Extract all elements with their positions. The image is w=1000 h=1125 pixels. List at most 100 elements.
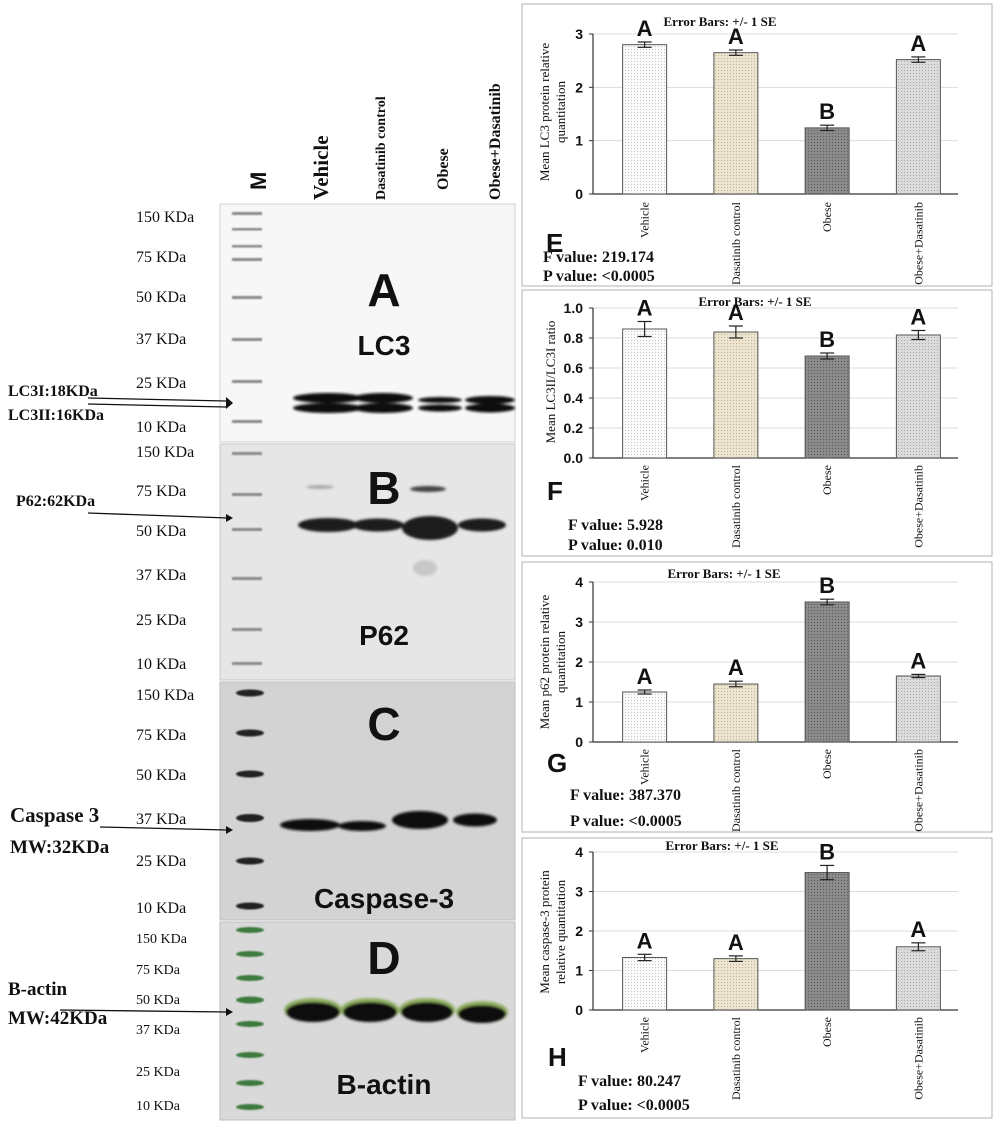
blot-protein-d: B-actin [337, 1069, 432, 1100]
chart-title: Error Bars: +/- 1 SE [698, 294, 811, 309]
x-category-label: Obese [820, 749, 834, 779]
y-axis-label-line: quantitation [553, 630, 568, 693]
ladder-d [236, 927, 264, 1110]
blot-section: M Vehicle Dasatinib control Obese Obese+… [8, 83, 516, 1121]
ladder-b-1: 75 KDa [136, 483, 186, 500]
bar-obese-dasatinib [895, 946, 941, 1011]
blot-panel-letter-d: D [367, 932, 400, 984]
y-tick-label: 1 [575, 694, 583, 710]
significance-letter: A [728, 930, 744, 955]
significance-letter: B [819, 99, 835, 124]
y-axis-label-line: Mean LC3II/LC3I ratio [543, 321, 558, 444]
significance-letter: B [819, 327, 835, 352]
ladder-labels: 150 KDa 75 KDa 50 KDa 37 KDa 25 KDa 10 K… [136, 209, 194, 1114]
chart-panel-letter: G [547, 748, 567, 778]
y-axis-label-line: Mean p62 protein relative [537, 594, 552, 729]
ladder-c-5: 10 KDa [136, 900, 186, 917]
ladder-a-5: 10 KDa [136, 419, 186, 436]
significance-letter: A [728, 24, 744, 49]
y-tick-label: 2 [575, 654, 583, 670]
ladder-c-1: 75 KDa [136, 727, 186, 744]
y-tick-label: 2 [575, 79, 583, 95]
bar-dasatinib-control [713, 683, 759, 743]
band-label-lc3i: LC3I:18KDa [8, 383, 98, 400]
lane-label-vehicle: Vehicle [309, 135, 333, 200]
arrowhead-lc3 [226, 397, 233, 409]
significance-letter: A [637, 16, 653, 41]
band-label-caspase3: Caspase 3 [10, 803, 99, 827]
y-tick-label: 0 [575, 1002, 583, 1018]
y-tick-label: 0.6 [564, 360, 584, 376]
y-tick-label: 1 [575, 963, 583, 979]
x-category-label: Dasatinib control [729, 201, 743, 285]
lane-label-dasatinib-control: Dasatinib control [374, 96, 389, 200]
ladder-d-2: 50 KDa [136, 993, 181, 1008]
x-category-label: Vehicle [638, 202, 652, 238]
blot-panel-b: B P62 [219, 443, 516, 681]
bar-obese-dasatinib [895, 334, 941, 459]
x-category-label: Obese+Dasatinib [911, 202, 925, 285]
band-label-lc3ii: LC3II:16KDa [8, 407, 104, 424]
x-category-label: Dasatinib control [729, 1016, 743, 1100]
p62-bands [298, 485, 506, 576]
ladder-a [232, 212, 262, 423]
arrowhead-p62 [226, 514, 233, 522]
chart-panel-f: 0.0 0.2 0.4 0.6 0.8 1.0 Error Bars: +/- 1 SE Me… [521, 289, 993, 557]
significance-letter: A [637, 296, 653, 321]
blot-panel-letter-c: C [367, 698, 400, 750]
bar-obese [804, 127, 850, 195]
f-value: F value: 387.370 [570, 787, 681, 804]
blot-panel-b-membrane [219, 443, 516, 681]
chart-panel-g: 0 1 2 3 4 Error Bars: +/- 1 SE Mean p62 protei… [521, 561, 993, 833]
arrow-lc3i [87, 397, 227, 402]
y-tick-label: 0.2 [564, 420, 584, 436]
x-category-label: Vehicle [638, 749, 652, 785]
chart-panel-letter: F [547, 476, 563, 506]
y-tick-label: 2 [575, 923, 583, 939]
p-value: P value: <0.0005 [570, 813, 682, 830]
x-category-label: Obese+Dasatinib [911, 749, 925, 832]
lane-label-obese-dasatinib: Obese+Dasatinib [487, 83, 504, 200]
ladder-a-1: 75 KDa [136, 249, 186, 266]
x-category-label: Obese [820, 465, 834, 495]
chart-panel-h: 0 1 2 3 4 Error Bars: +/- 1 SE Mean caspase-3 … [521, 837, 993, 1119]
x-category-label: Dasatinib control [729, 464, 743, 548]
bactin-bands [284, 998, 508, 1023]
y-tick-label: 4 [575, 844, 583, 860]
bar-obese [804, 872, 850, 1011]
ladder-c-0: 150 KDa [136, 687, 194, 704]
band-label-bactin-mw: MW:42KDa [8, 1008, 108, 1029]
y-tick-label: 1.0 [564, 300, 584, 316]
ladder-c-3: 37 KDa [136, 811, 186, 828]
f-value: F value: 219.174 [543, 249, 654, 266]
blot-panel-d: D B-actin [219, 921, 516, 1121]
bar-dasatinib-control [713, 958, 759, 1011]
y-tick-label: 0 [575, 186, 583, 202]
chart-title: Error Bars: +/- 1 SE [665, 838, 778, 853]
f-value: F value: 80.247 [578, 1073, 681, 1090]
lc3-bands [293, 393, 515, 413]
bar-obese-dasatinib [895, 675, 941, 743]
band-label-p62: P62:62KDa [16, 493, 95, 510]
bar-obese [804, 355, 850, 459]
x-category-label: Obese+Dasatinib [911, 465, 925, 548]
marker-label: M [246, 172, 271, 190]
bar-dasatinib-control [713, 331, 759, 459]
ladder-a-2: 50 KDa [136, 289, 186, 306]
ladder-c-2: 50 KDa [136, 767, 186, 784]
blot-panel-a-membrane [219, 203, 516, 443]
ladder-d-5: 10 KDa [136, 1099, 181, 1114]
bar-obese-dasatinib [895, 59, 941, 195]
y-axis-label-line: Mean LC3 protein relative [537, 43, 552, 181]
arrow-lc3ii [87, 403, 227, 408]
ladder-a-4: 25 KDa [136, 375, 186, 392]
significance-letter: A [728, 300, 744, 325]
significance-letter: A [910, 648, 926, 673]
significance-letter: A [910, 917, 926, 942]
ladder-b [232, 452, 262, 665]
significance-letter: B [819, 839, 835, 864]
bar-vehicle [622, 956, 668, 1011]
significance-letter: A [910, 31, 926, 56]
chart-panel-letter: H [548, 1042, 567, 1072]
